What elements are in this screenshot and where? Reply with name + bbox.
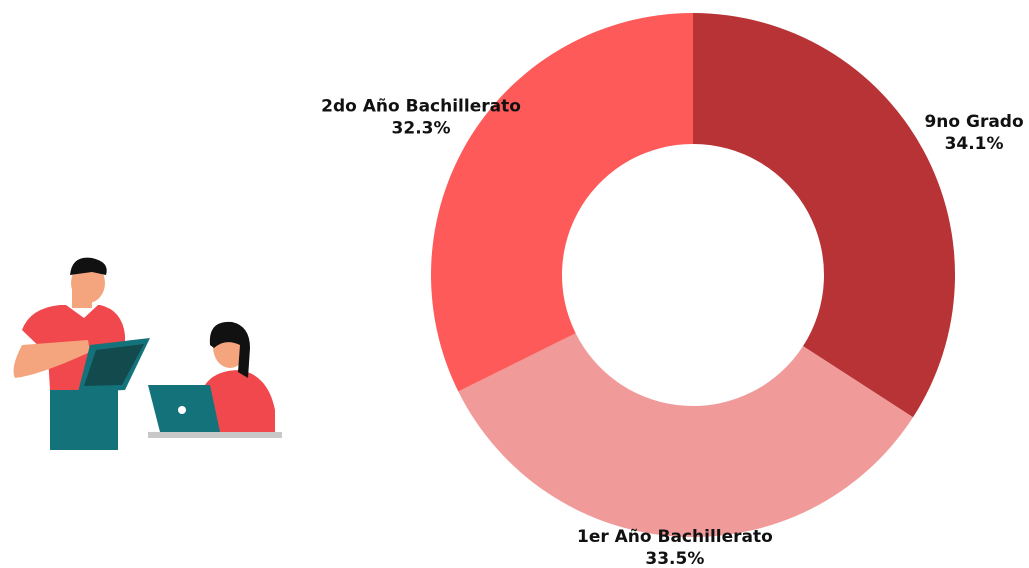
slice-label: 9no Grado [924, 112, 1023, 132]
slice-label: 1er Año Bachillerato [577, 527, 773, 547]
value-label: 32.3% [392, 118, 451, 138]
chart: 9no Grado34.1% 1er Año Bachillerato 33.5% 2… [0, 0, 1029, 568]
value-label: 33.5% [645, 549, 704, 568]
illustration [14, 258, 282, 450]
slice [431, 13, 693, 391]
slice [693, 13, 955, 417]
value-label: 34.1% [945, 134, 1004, 154]
page: 9no Grado34.1% 1er Año Bachillerato 33.5% 2… [0, 0, 1029, 568]
slice-label: 2do Año Bachillerato [321, 96, 521, 116]
